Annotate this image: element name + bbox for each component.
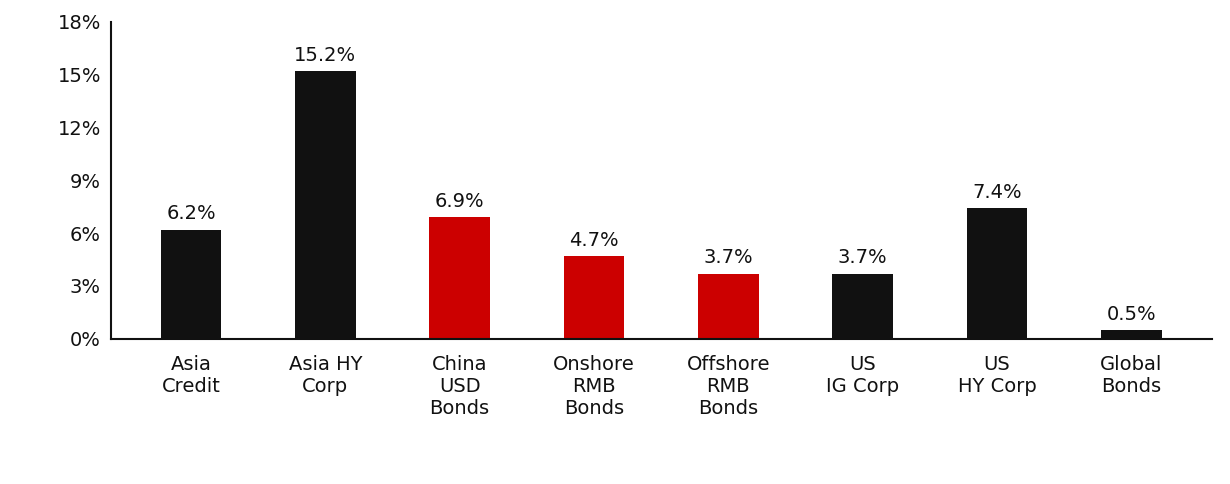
Text: 3.7%: 3.7% (704, 248, 753, 268)
Bar (1101, 330, 1161, 339)
Text: 0.5%: 0.5% (1107, 305, 1156, 324)
Text: 4.7%: 4.7% (569, 231, 619, 250)
Bar (699, 273, 759, 339)
Bar (161, 229, 221, 339)
Bar (833, 273, 893, 339)
Bar (295, 71, 355, 339)
Bar (429, 217, 490, 339)
Bar (563, 256, 624, 339)
Bar (967, 209, 1027, 339)
Text: 6.2%: 6.2% (166, 204, 215, 224)
Text: 3.7%: 3.7% (838, 248, 887, 268)
Text: 7.4%: 7.4% (972, 183, 1022, 202)
Text: 15.2%: 15.2% (294, 46, 357, 65)
Text: 6.9%: 6.9% (435, 192, 485, 211)
